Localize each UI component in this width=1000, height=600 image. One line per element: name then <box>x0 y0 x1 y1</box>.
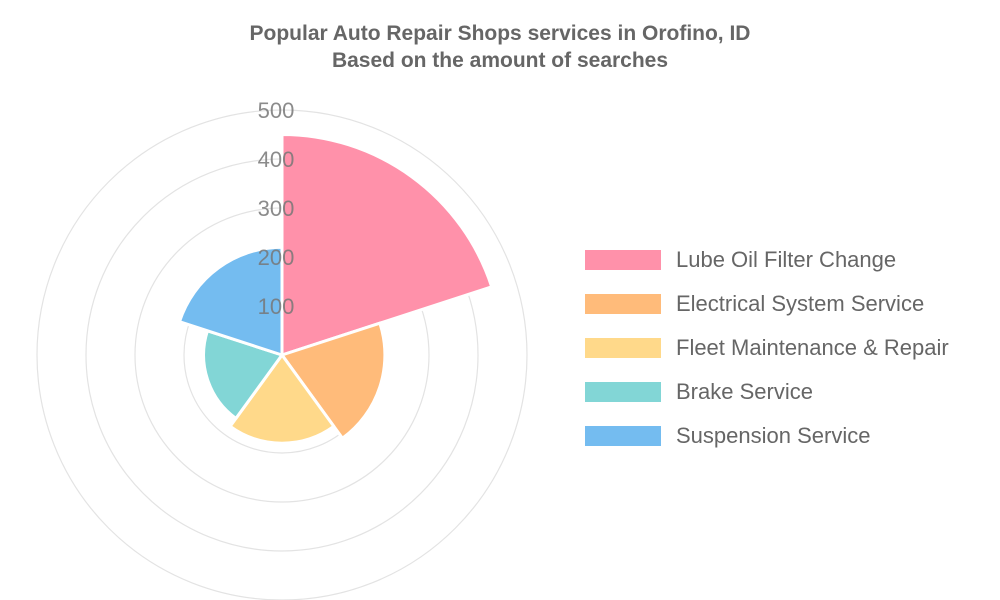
chart-legend: Lube Oil Filter Change Electrical System … <box>585 238 949 458</box>
legend-label: Suspension Service <box>676 423 871 448</box>
radial-tick-labels: 100 200 300 400 500 <box>258 98 295 319</box>
chart-subtitle: Based on the amount of searches <box>331 49 669 72</box>
legend-label: Fleet Maintenance & Repair <box>676 335 949 360</box>
legend-item-brake-service[interactable]: Brake Service <box>585 370 949 414</box>
tick-label-400: 400 <box>258 147 295 172</box>
legend-item-lube-oil-filter-change[interactable]: Lube Oil Filter Change <box>585 238 949 282</box>
legend-label: Lube Oil Filter Change <box>676 247 897 272</box>
legend-swatch <box>585 250 661 270</box>
legend-item-electrical-system-service[interactable]: Electrical System Service <box>585 282 949 326</box>
legend-item-fleet-maintenance-repair[interactable]: Fleet Maintenance & Repair <box>585 326 949 370</box>
tick-label-300: 300 <box>258 196 295 221</box>
chart-title-line1: Popular Auto Repair Shops services in Or… <box>249 22 751 45</box>
chart-title: Popular Auto Repair Shops services in Or… <box>0 20 1000 74</box>
tick-label-200: 200 <box>258 245 295 270</box>
legend-swatch <box>585 426 661 446</box>
sector-brake-service[interactable] <box>202 329 284 420</box>
legend-swatch <box>585 338 661 358</box>
sector-lube-oil-filter-change[interactable] <box>280 133 494 357</box>
sector-fleet-maintenance-repair[interactable] <box>228 353 336 445</box>
grid-ring-500 <box>36 109 528 600</box>
tick-label-100: 100 <box>258 294 295 319</box>
legend-item-suspension-service[interactable]: Suspension Service <box>585 414 949 458</box>
legend-swatch <box>585 382 661 402</box>
tick-label-500: 500 <box>258 98 295 123</box>
sector-suspension-service[interactable] <box>177 245 284 357</box>
sector-electrical-system-service[interactable] <box>280 321 387 440</box>
legend-label: Electrical System Service <box>676 291 925 316</box>
chart-sectors <box>177 133 494 445</box>
legend-label: Brake Service <box>676 379 813 404</box>
legend-swatch <box>585 294 661 314</box>
